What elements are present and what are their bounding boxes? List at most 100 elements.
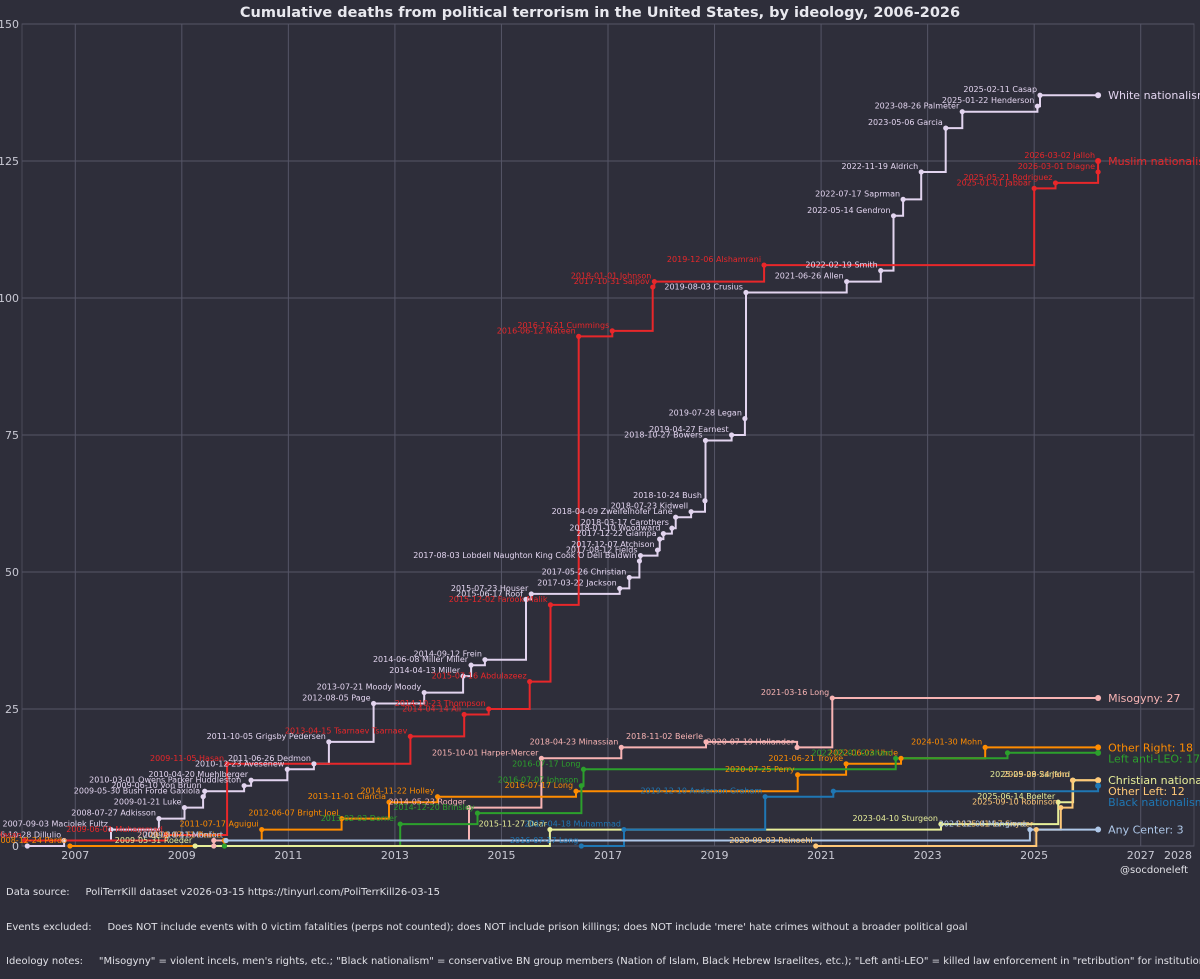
event-label: 2026-03-02 Jalloh bbox=[1024, 151, 1095, 160]
data-point bbox=[259, 826, 265, 833]
data-point bbox=[938, 821, 944, 827]
event-label: 2009-06-01 Muhammad bbox=[66, 825, 163, 834]
series-end-label: Christian nationalism: 12 bbox=[1108, 774, 1200, 787]
data-point bbox=[580, 766, 587, 772]
footer-source: Data source: PoliTerrKill dataset v2026-… bbox=[6, 887, 440, 898]
data-point bbox=[22, 837, 28, 844]
series-line-other-left bbox=[815, 779, 1099, 847]
x-tick-label: 2011 bbox=[274, 849, 302, 862]
series-end-label: Other Left: 12 bbox=[1108, 785, 1185, 798]
event-label: 2025-05-21 Rodriguez bbox=[963, 173, 1052, 182]
data-point bbox=[371, 700, 377, 707]
data-point bbox=[1055, 799, 1061, 805]
series-end-label: Other Right: 18 bbox=[1108, 741, 1193, 754]
data-point bbox=[61, 837, 67, 844]
data-point bbox=[221, 843, 228, 849]
event-label: 2014-04-14 Ali bbox=[402, 704, 461, 713]
y-tick-label: 75 bbox=[5, 429, 19, 442]
x-tick-label: 2015 bbox=[487, 849, 515, 862]
event-label: 2008-07-27 Adkisson bbox=[71, 809, 156, 818]
event-label: 2015-12-02 Farook Malik bbox=[449, 595, 548, 604]
event-label: 2008-12-24 Pardo bbox=[0, 836, 67, 845]
event-label: 2009-08-04 Sodini bbox=[137, 831, 211, 840]
data-point bbox=[573, 788, 579, 794]
data-point bbox=[843, 761, 849, 767]
data-point bbox=[200, 794, 206, 800]
event-label: 2025-09-28 Sanford bbox=[990, 770, 1070, 779]
series-end-label: Left anti-LEO: 17 bbox=[1108, 752, 1200, 765]
data-point bbox=[474, 810, 481, 816]
y-tick-label: 25 bbox=[5, 703, 19, 716]
series-end-point bbox=[1095, 777, 1102, 784]
data-point bbox=[1033, 826, 1039, 833]
event-label: 2017-10-31 Saipov bbox=[574, 277, 650, 286]
data-point bbox=[311, 761, 317, 767]
data-point bbox=[482, 657, 488, 663]
footer-ideology-notes: Ideology notes: "Misogyny" = violent inc… bbox=[6, 956, 1200, 967]
chart-title: Cumulative deaths from political terrori… bbox=[240, 5, 960, 21]
data-point bbox=[397, 821, 403, 827]
data-point bbox=[486, 706, 492, 712]
event-label: 2007-09-03 Maciolek Fultz bbox=[2, 820, 107, 829]
data-point bbox=[900, 196, 906, 202]
event-label: 2025-01-22 Henderson bbox=[942, 96, 1034, 105]
data-point bbox=[224, 761, 230, 767]
event-label: 2025-09-10 Robinson bbox=[972, 798, 1058, 807]
series-end-point bbox=[1095, 158, 1102, 164]
event-label: 2009-05-31 Roeder bbox=[115, 836, 193, 845]
series-end-point bbox=[1095, 92, 1102, 99]
event-label: 2010-07-21 Peake bbox=[149, 831, 222, 840]
event-label: 2015-07-23 Houser bbox=[451, 584, 529, 593]
event-label: 2025-06-14 Boelter bbox=[977, 792, 1056, 801]
x-tick-label: 2009 bbox=[168, 849, 196, 862]
event-label: 2014-05-23 Rodger bbox=[388, 798, 466, 807]
event-label: 2006-10-28 Dillulio bbox=[0, 831, 61, 840]
event-label: 2025-09-24 Jahn bbox=[1003, 770, 1069, 779]
data-point bbox=[878, 268, 884, 274]
data-point bbox=[830, 788, 836, 794]
data-point bbox=[618, 744, 624, 750]
data-point bbox=[421, 689, 427, 696]
data-point bbox=[1037, 92, 1043, 98]
data-point bbox=[844, 278, 850, 285]
data-point bbox=[339, 816, 345, 822]
data-point bbox=[637, 552, 644, 559]
event-label: 2011-10-05 Grigsby Pedersen bbox=[207, 732, 326, 741]
footer-excluded: Events excluded: Does NOT include events… bbox=[6, 921, 968, 933]
data-point bbox=[898, 755, 904, 761]
event-label: 2018-04-23 Minassian bbox=[530, 737, 619, 746]
event-label: 2018-01-10 Woodward bbox=[569, 524, 660, 533]
series-end-label: Black nationalism: 11 bbox=[1108, 796, 1200, 809]
event-label: 2014-10-23 Thompson bbox=[395, 699, 486, 708]
data-point bbox=[1027, 826, 1033, 833]
data-point bbox=[547, 826, 553, 833]
event-label: 2018-11-02 Beierle bbox=[626, 732, 703, 741]
data-point bbox=[578, 783, 584, 789]
data-point bbox=[893, 755, 899, 761]
event-label: 2009-10-31 Monfort bbox=[143, 831, 223, 840]
data-point bbox=[386, 799, 392, 805]
series-end-label: Muslim nationalism: 125 bbox=[1108, 155, 1200, 168]
event-label: 2017-12-22 Giampa bbox=[577, 529, 657, 538]
x-tick-label: 2028 bbox=[1164, 849, 1192, 862]
data-point bbox=[461, 711, 467, 718]
event-label: 2020-07-25 Perry bbox=[725, 765, 795, 774]
data-point bbox=[466, 805, 472, 811]
event-label: 2020-09-03 Reinoehl bbox=[729, 836, 813, 845]
data-point bbox=[248, 777, 254, 783]
data-point bbox=[829, 695, 835, 701]
event-label: 2019-12-10 Anderson Graham bbox=[640, 787, 762, 796]
event-label: 2016-07-07 Johnson bbox=[498, 776, 579, 785]
series-line-any-center bbox=[226, 828, 1099, 842]
data-point bbox=[703, 739, 709, 745]
event-label: 2018-04-09 Zweifelhofer Lane bbox=[552, 507, 673, 516]
event-label: 2016-07-17 Long bbox=[510, 836, 578, 845]
event-label: 2018-01-01 Johnson bbox=[571, 272, 652, 281]
event-label: 2018-03-17 Carothers bbox=[581, 518, 669, 527]
event-annotations: 2006-10-28 Dillulio 2007-09-03 Maciolek F… bbox=[0, 85, 1095, 845]
data-point bbox=[609, 328, 615, 334]
series-end-point bbox=[1095, 749, 1102, 756]
event-label: 2014-12-20 Brinsley bbox=[393, 803, 474, 812]
event-label: 2015-06-17 Roof bbox=[456, 589, 523, 598]
data-point bbox=[211, 843, 217, 849]
